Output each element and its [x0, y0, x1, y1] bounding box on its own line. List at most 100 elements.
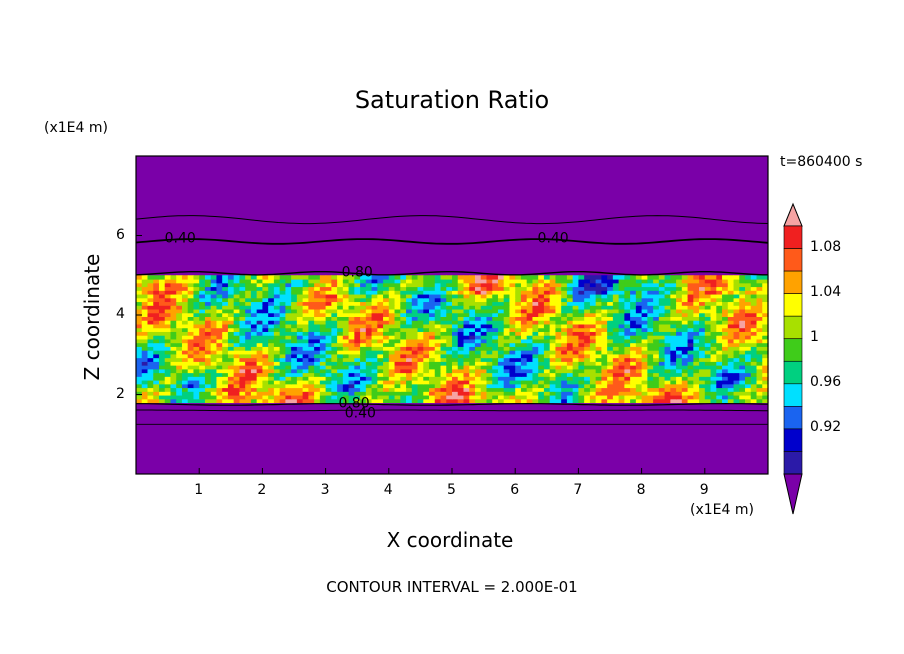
field-cell [239, 391, 246, 396]
field-cell [739, 342, 746, 347]
field-cell [710, 331, 717, 336]
field-cell [469, 350, 476, 355]
field-cell [417, 398, 424, 404]
field-cell [538, 387, 545, 392]
field-cell [635, 323, 643, 329]
field-cell [607, 383, 614, 389]
field-cell [216, 312, 223, 317]
field-cell [406, 376, 413, 381]
field-cell [687, 368, 694, 374]
field-cell [693, 316, 700, 321]
field-cell [555, 342, 562, 347]
field-cell [572, 327, 579, 332]
field-cell [319, 365, 327, 370]
field-cell [612, 286, 620, 291]
field-cell [549, 391, 557, 396]
field-cell [452, 316, 459, 321]
field-cell [308, 320, 315, 325]
field-cell [285, 372, 292, 377]
field-cell [733, 394, 740, 400]
field-cell [187, 338, 195, 344]
field-cell [543, 335, 551, 340]
field-cell [727, 346, 735, 351]
field-cell [434, 278, 442, 284]
field-cell [647, 327, 654, 332]
field-cell [664, 357, 671, 362]
field-cell [555, 398, 562, 404]
field-cell [268, 372, 275, 377]
field-cell [406, 308, 413, 314]
field-cell [204, 312, 212, 317]
field-cell [227, 357, 235, 362]
field-cell [624, 278, 631, 284]
field-cell [331, 383, 338, 389]
field-cell [612, 316, 620, 321]
field-cell [400, 312, 407, 317]
field-cell [434, 346, 442, 351]
field-cell [607, 361, 614, 366]
field-cell [452, 305, 459, 310]
field-cell [532, 398, 539, 404]
field-cell [308, 368, 315, 374]
field-cell [722, 282, 729, 288]
field-cell [388, 353, 396, 359]
field-cell [164, 316, 172, 321]
field-cell [618, 312, 625, 317]
field-cell [417, 394, 424, 400]
field-cell [595, 290, 602, 295]
field-cell [578, 346, 585, 351]
field-cell [153, 316, 160, 321]
field-cell [647, 316, 654, 321]
field-cell [158, 327, 166, 332]
field-cell [199, 282, 206, 288]
field-cell [745, 323, 752, 329]
field-cell [480, 342, 488, 347]
field-cell [233, 312, 241, 317]
field-cell [670, 301, 677, 306]
field-cell [647, 391, 654, 396]
field-cell [383, 398, 390, 404]
field-cell [204, 346, 212, 351]
field-cell [136, 391, 143, 396]
field-cell [279, 338, 286, 344]
field-cell [216, 305, 223, 310]
field-cell [383, 346, 390, 351]
field-cell [360, 293, 367, 299]
field-cell [377, 380, 384, 385]
field-cell [250, 308, 258, 314]
field-cell [745, 398, 752, 404]
field-cell [377, 391, 384, 396]
field-cell [750, 301, 758, 306]
field-cell [710, 312, 717, 317]
field-cell [337, 301, 344, 306]
field-cell [440, 275, 447, 280]
field-cell [308, 275, 315, 280]
field-cell [141, 305, 149, 310]
field-cell [739, 323, 746, 329]
field-cell [273, 372, 281, 377]
field-cell [520, 320, 528, 325]
field-cell [750, 368, 758, 374]
field-cell [314, 394, 321, 400]
field-cell [762, 290, 769, 295]
field-cell [262, 327, 269, 332]
field-cell [268, 278, 275, 284]
field-cell [331, 275, 338, 280]
field-cell [630, 316, 637, 321]
field-cell [555, 308, 562, 314]
field-cell [492, 357, 499, 362]
field-cell [176, 387, 183, 392]
field-cell [337, 338, 344, 344]
field-cell [371, 387, 378, 392]
field-cell [308, 327, 315, 332]
field-cell [630, 308, 637, 314]
field-cell [360, 376, 367, 381]
field-cell [325, 293, 332, 299]
field-cell [291, 308, 298, 314]
field-cell [463, 383, 470, 389]
field-cell [423, 350, 430, 355]
field-cell [291, 301, 298, 306]
field-cell [222, 372, 229, 377]
field-cell [647, 305, 654, 310]
field-cell [210, 320, 218, 325]
